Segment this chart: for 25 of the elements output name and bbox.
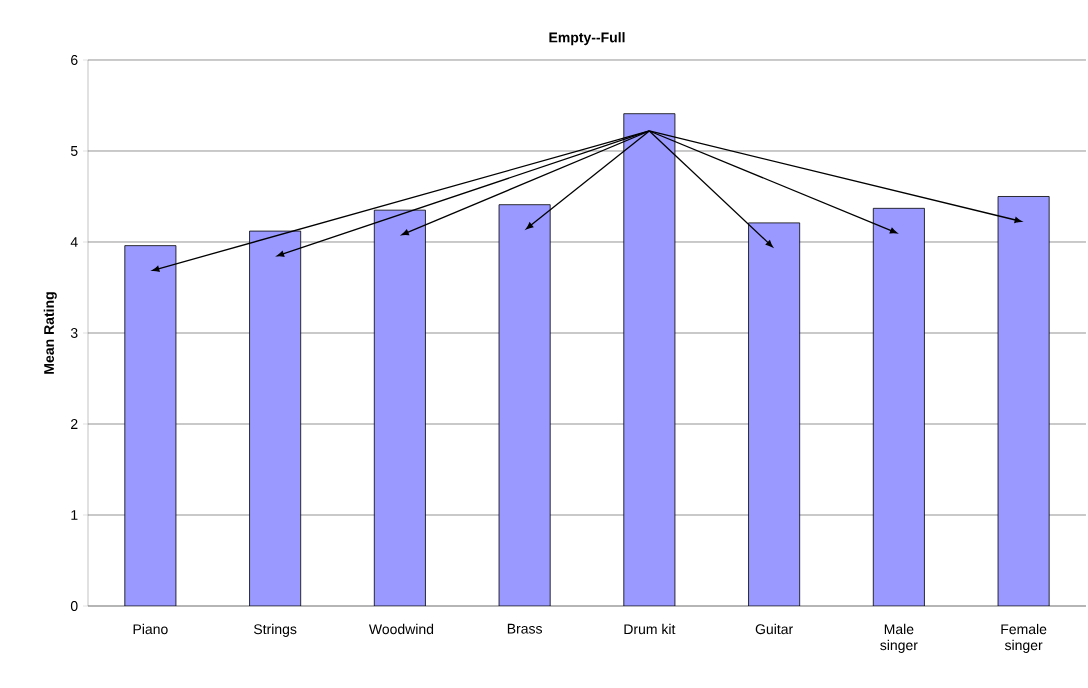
bar	[373, 209, 426, 606]
y-tick-label: 5	[70, 146, 78, 156]
x-tick-label: Female singer	[1001, 623, 1047, 653]
bar	[249, 230, 302, 606]
y-tick-label: 0	[70, 601, 78, 611]
x-tick-label: Drum kit	[624, 623, 676, 635]
bar	[748, 222, 801, 606]
y-tick-label: 3	[70, 328, 78, 338]
x-tick-label: Male singer	[880, 623, 918, 653]
y-tick-label: 4	[70, 237, 78, 247]
y-tick-label: 6	[71, 55, 78, 65]
bar	[872, 207, 925, 606]
bar	[498, 204, 551, 606]
x-tick-label: Strings	[253, 623, 297, 637]
y-tick-label: 1	[71, 510, 78, 520]
x-tick-label: Guitar	[755, 623, 793, 635]
y-tick-label: 2	[71, 419, 78, 429]
bar	[623, 113, 676, 606]
x-tick-label: Woodwind	[368, 623, 434, 635]
y-axis-title: Mean Rating	[43, 292, 57, 374]
chart-title: Empty--Full	[549, 32, 625, 46]
bar	[124, 245, 177, 606]
bar	[997, 196, 1050, 606]
x-tick-label: Brass	[507, 623, 543, 634]
x-tick-label: Piano	[133, 623, 168, 635]
